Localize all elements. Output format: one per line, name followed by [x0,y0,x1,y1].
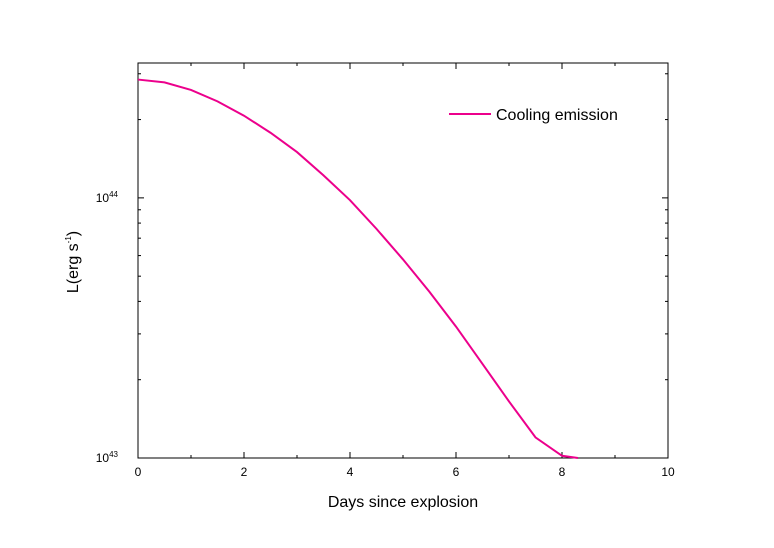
x-tick-label: 10 [661,465,675,479]
y-tick-label: 1044 [96,190,119,205]
x-tick-label: 0 [135,465,142,479]
x-tick-label: 8 [559,465,566,479]
x-tick-label: 2 [241,465,248,479]
y-axis-title-main: L(erg s [65,243,82,293]
legend-label: Cooling emission [496,107,618,124]
y-axis-title-exponent: -1 [64,236,73,244]
legend: Cooling emission [449,107,618,124]
series-line-cooling-emission [137,78,579,459]
x-tick-labels: 0 2 4 6 8 10 [135,465,675,479]
x-axis-title: Days since explosion [328,494,478,511]
svg-text:L(erg s-1): L(erg s-1) [64,231,82,293]
y-tick-label: 1043 [96,450,119,465]
x-tick-label: 4 [347,465,354,479]
y-tick-labels: 1043 1044 [96,190,119,465]
y-axis-title: L(erg s-1) [64,231,82,293]
y-axis-title-close: ) [65,231,82,236]
axis-ticks [137,63,669,459]
x-tick-label: 6 [453,465,460,479]
